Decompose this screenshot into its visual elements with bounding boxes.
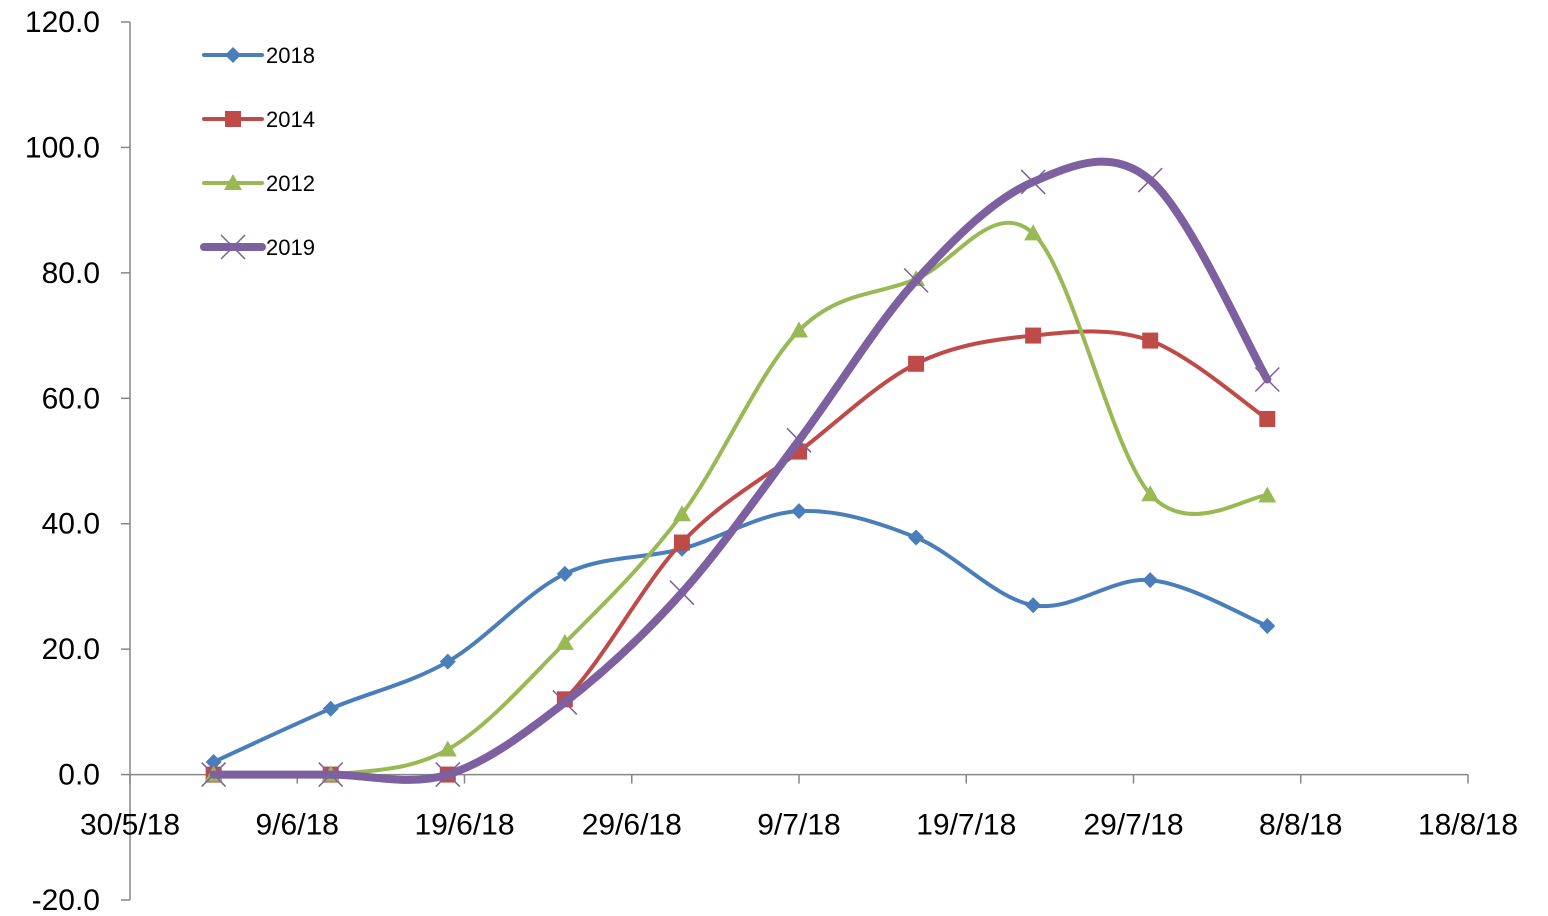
data-point-2012	[555, 633, 574, 650]
data-point-2018	[439, 653, 456, 670]
y-tick-label: -20.0	[32, 884, 100, 916]
data-point-2012	[438, 740, 457, 757]
x-tick-label: 18/8/18	[1418, 809, 1518, 842]
data-point-2019	[1254, 366, 1280, 393]
data-point-2019	[318, 762, 344, 788]
data-point-2018	[205, 754, 222, 771]
y-tick-label: 20.0	[42, 633, 100, 666]
data-point-2019	[435, 762, 461, 788]
legend-marker	[224, 174, 242, 190]
data-point-2014	[1142, 332, 1159, 349]
legend-item-2012: 2012	[202, 171, 315, 196]
data-point-2012	[1141, 485, 1160, 502]
legend-label: 2012	[266, 171, 315, 196]
legend-label: 2019	[266, 235, 315, 260]
data-point-2012	[1258, 486, 1277, 503]
series-line-2014	[211, 329, 1270, 783]
series-2018	[205, 503, 1276, 771]
legend-item-2014: 2014	[202, 107, 315, 132]
series-layer	[201, 157, 1280, 788]
data-point-2019	[1137, 167, 1163, 193]
y-tick-label: 0.0	[58, 759, 100, 792]
legend-item-2019: 2019	[200, 234, 315, 260]
data-point-2012	[790, 321, 808, 338]
x-tick-label: 30/5/18	[80, 809, 180, 842]
series-line-2019	[209, 157, 1272, 784]
data-point-2012	[672, 505, 691, 522]
data-point-2018	[1259, 617, 1276, 634]
data-point-2014	[1025, 327, 1042, 344]
data-point-2019	[201, 762, 227, 788]
x-tick-label: 19/7/18	[916, 809, 1016, 842]
legend-item-2018: 2018	[202, 43, 315, 68]
data-point-2018	[322, 700, 339, 717]
data-point-2018	[1025, 597, 1042, 614]
series-line-2012	[211, 220, 1270, 779]
y-tick-label: 100.0	[25, 131, 100, 164]
data-point-2018	[1142, 572, 1159, 589]
legend-label: 2014	[266, 107, 315, 132]
legend-marker	[225, 47, 241, 63]
x-tick-label: 9/6/18	[256, 809, 339, 842]
data-point-2019	[1020, 169, 1046, 195]
data-point-2014	[908, 355, 925, 372]
series-2012	[204, 220, 1277, 782]
y-tick-label: 40.0	[42, 508, 100, 541]
legend-marker	[220, 234, 246, 260]
series-2014	[205, 327, 1276, 783]
legend: 2018 2014 2012 2019	[200, 43, 315, 260]
x-tick-label: 29/7/18	[1083, 809, 1183, 842]
data-point-2018	[791, 503, 807, 520]
series-line-2018	[211, 508, 1270, 765]
legend-label: 2018	[266, 43, 315, 68]
x-tick-label: 19/6/18	[414, 809, 514, 842]
data-point-2018	[908, 529, 925, 546]
data-point-2018	[556, 565, 573, 582]
legend-marker	[225, 111, 241, 127]
y-tick-label: 80.0	[42, 257, 100, 290]
data-point-2019	[786, 427, 812, 453]
data-point-2019	[669, 580, 695, 606]
data-point-2019	[552, 689, 578, 715]
x-tick-label: 8/8/18	[1259, 809, 1342, 842]
x-tick-label: 9/7/18	[757, 809, 840, 842]
y-tick-label: 60.0	[42, 382, 100, 415]
data-point-2019	[903, 267, 929, 293]
data-point-2014	[1259, 410, 1276, 427]
y-tick-label: 120.0	[25, 6, 100, 39]
data-point-2014	[673, 534, 690, 551]
series-2019	[201, 157, 1280, 788]
x-tick-label: 29/6/18	[582, 809, 682, 842]
data-point-2012	[1024, 224, 1043, 241]
axes: -20.0 0.0 20.0 40.0 60.0 80.0 100.0 120.0 30/5/1…	[25, 6, 1518, 916]
